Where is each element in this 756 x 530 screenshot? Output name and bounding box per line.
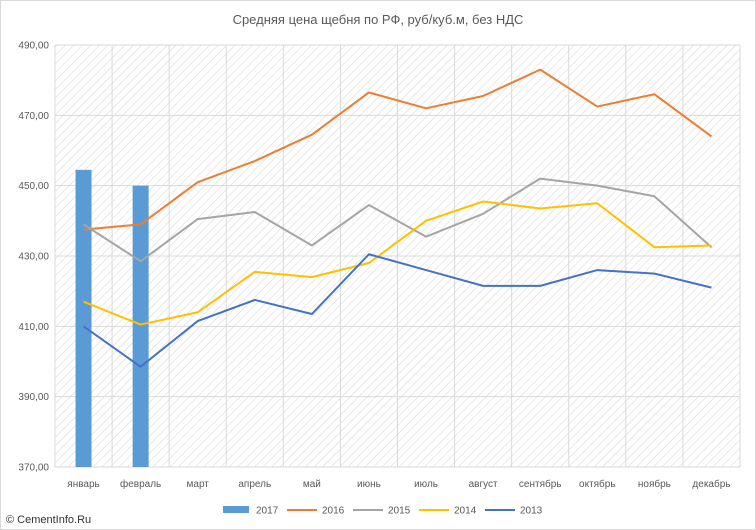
line-series — [82, 68, 713, 368]
legend: 2017 2016 2015 2014 2013 — [223, 506, 543, 517]
x-tick-label: июль — [414, 479, 438, 490]
legend-swatch-2017 — [223, 506, 249, 513]
legend-label-2014: 2014 — [454, 506, 477, 517]
grid-lines — [54, 44, 741, 468]
line-series-2015 — [82, 177, 713, 263]
credit-text: © CementInfo.Ru — [6, 514, 91, 526]
line-series-2016 — [83, 68, 713, 231]
bar-series-2017 — [75, 169, 149, 467]
legend-label-2015: 2015 — [388, 506, 411, 517]
x-tick-label: февраль — [120, 478, 161, 490]
legend-label-2013: 2013 — [520, 506, 543, 517]
legend-label-2017: 2017 — [256, 506, 279, 517]
x-tick-label: сентябрь — [519, 478, 562, 490]
x-tick-label: январь — [67, 479, 99, 490]
x-axis-ticks: январь февраль март апрель май июнь июль август… — [67, 478, 730, 490]
bar-2017-февраль — [132, 185, 149, 467]
x-tick-label: декабрь — [692, 478, 730, 490]
line-series-2014 — [83, 200, 712, 326]
x-tick-label: ноябрь — [638, 478, 671, 490]
bar-2017-январь — [75, 169, 92, 467]
y-tick-label: 450,00 — [18, 181, 49, 192]
y-tick-label: 390,00 — [18, 392, 49, 403]
y-tick-label: 490,00 — [18, 41, 49, 52]
x-tick-label: март — [187, 479, 210, 490]
y-tick-label: 370,00 — [18, 463, 49, 474]
line-series-2013 — [82, 253, 712, 368]
x-tick-label: август — [469, 479, 498, 490]
x-tick-label: октябрь — [579, 478, 616, 490]
x-tick-label: апрель — [238, 479, 271, 490]
legend-label-2016: 2016 — [322, 506, 345, 517]
x-tick-label: июнь — [357, 479, 381, 490]
y-tick-label: 410,00 — [18, 322, 49, 333]
y-tick-label: 470,00 — [18, 111, 49, 122]
y-axis-ticks: 370,00 390,00 410,00 430,00 450,00 470,00 490,… — [18, 41, 49, 474]
y-tick-label: 430,00 — [18, 252, 49, 263]
chart-title: Средняя цена щебня по РФ, руб/куб.м, без… — [233, 12, 524, 27]
x-tick-label: май — [303, 479, 321, 490]
